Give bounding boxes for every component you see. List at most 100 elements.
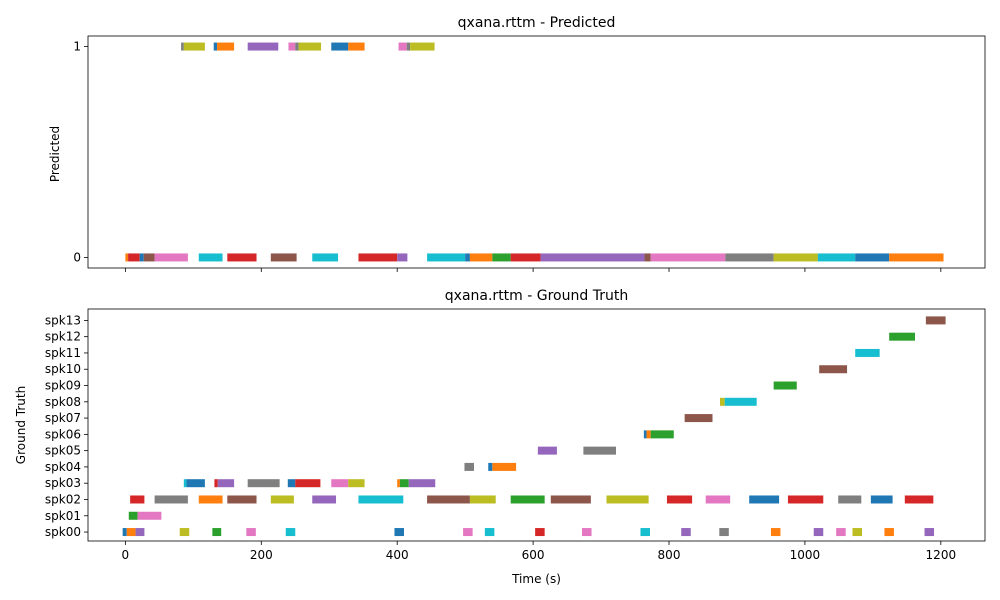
segment-bar — [492, 253, 511, 262]
segment-bar — [773, 253, 818, 262]
y-tick-label: spk00 — [45, 525, 81, 539]
segment-bar — [813, 528, 824, 537]
segment-bar — [128, 511, 138, 520]
segment-bar — [139, 253, 144, 262]
x-tick-label: 600 — [522, 548, 545, 562]
segment-bar — [537, 446, 557, 455]
x-tick-label: 800 — [658, 548, 681, 562]
segment-bar — [130, 495, 145, 504]
segment-bar — [331, 42, 349, 51]
ground-truth-title: qxana.rttm - Ground Truth — [445, 288, 628, 304]
segment-bar — [312, 253, 339, 262]
segment-bar — [770, 528, 781, 537]
predicted-segments — [125, 42, 944, 262]
segment-bar — [535, 528, 545, 537]
segment-bar — [125, 253, 129, 262]
segment-bar — [398, 42, 407, 51]
segment-bar — [855, 348, 880, 357]
segment-bar — [488, 462, 493, 471]
segment-bar — [582, 528, 592, 537]
segment-bar — [247, 479, 280, 488]
y-tick-label: spk01 — [45, 509, 81, 523]
y-tick-label: spk06 — [45, 427, 81, 441]
y-tick-label: spk02 — [45, 492, 81, 506]
segment-bar — [817, 253, 856, 262]
segment-bar — [749, 495, 780, 504]
segment-bar — [122, 528, 127, 537]
segment-bar — [198, 253, 223, 262]
segment-bar — [298, 42, 322, 51]
segment-bar — [154, 253, 188, 262]
segment-bar — [394, 528, 404, 537]
y-tick-label: spk05 — [45, 444, 81, 458]
segment-bar — [889, 253, 944, 262]
y-tick-label: spk12 — [45, 330, 81, 344]
y-tick-label: spk03 — [45, 476, 81, 490]
segment-bar — [348, 42, 365, 51]
segment-bar — [681, 528, 691, 537]
segment-bar — [217, 42, 235, 51]
segment-bar — [214, 479, 218, 488]
segment-bar — [295, 42, 299, 51]
segment-bar — [884, 528, 894, 537]
segment-bar — [836, 528, 846, 537]
predicted-axes-frame — [87, 35, 986, 269]
segment-bar — [408, 479, 436, 488]
segment-bar — [583, 446, 617, 455]
predicted-y-ticks: 01 — [73, 40, 88, 264]
segment-bar — [246, 528, 256, 537]
segment-bar — [399, 479, 409, 488]
segment-bar — [465, 253, 470, 262]
segment-bar — [469, 253, 493, 262]
segment-bar — [179, 528, 190, 537]
segment-bar — [270, 495, 294, 504]
x-tick-label: 400 — [386, 548, 409, 562]
segment-bar — [285, 528, 296, 537]
segment-bar — [838, 495, 862, 504]
y-tick-label: spk10 — [45, 362, 81, 376]
ground-truth-segments — [122, 316, 946, 537]
segment-bar — [295, 479, 321, 488]
segment-bar — [719, 397, 725, 406]
segment-bar — [410, 42, 435, 51]
segment-bar — [427, 253, 466, 262]
segment-bar — [640, 528, 650, 537]
x-tick-label: 1000 — [790, 548, 821, 562]
segment-bar — [227, 495, 257, 504]
segment-bar — [137, 511, 162, 520]
segment-bar — [270, 253, 297, 262]
segment-bar — [852, 528, 862, 537]
segment-bar — [213, 42, 218, 51]
y-tick-label: spk13 — [45, 313, 81, 327]
segment-bar — [889, 332, 915, 341]
segment-bar — [855, 253, 890, 262]
segment-bar — [650, 253, 726, 262]
ground-truth-x-axis-label: Time (s) — [511, 572, 561, 586]
predicted-title: qxana.rttm - Predicted — [458, 15, 616, 31]
segment-bar — [719, 528, 729, 537]
predicted-x-ticks — [124, 268, 942, 272]
segment-bar — [550, 495, 591, 504]
segment-bar — [217, 479, 235, 488]
segment-bar — [606, 495, 649, 504]
ground-truth-axes-frame — [87, 308, 986, 542]
segment-bar — [819, 365, 848, 374]
segment-bar — [644, 253, 651, 262]
y-tick-label: 0 — [73, 250, 81, 264]
segment-bar — [358, 253, 398, 262]
segment-bar — [198, 495, 223, 504]
y-tick-label: spk09 — [45, 379, 81, 393]
ground-truth-x-ticks: 0 200 400 600 800 1000 1200 — [122, 541, 957, 562]
segment-bar — [186, 479, 205, 488]
ground-truth-axes: 0 200 400 600 800 1000 1200 spk00spk01spk02spk… — [14, 288, 986, 586]
segment-bar — [128, 253, 140, 262]
ground-truth-y-ticks: spk00 spk01 spk02 spk03 spk04 spk05 spk06 spk07… — [45, 313, 88, 539]
segment-bar — [212, 528, 222, 537]
segment-bar — [492, 462, 517, 471]
segment-bar — [540, 253, 645, 262]
segment-bar — [126, 528, 136, 537]
y-tick-label: spk11 — [45, 346, 81, 360]
x-tick-label: 1200 — [926, 548, 957, 562]
predicted-axes: 01 qxana.rttm - Predicted Predicted — [48, 15, 986, 272]
segment-bar — [787, 495, 824, 504]
